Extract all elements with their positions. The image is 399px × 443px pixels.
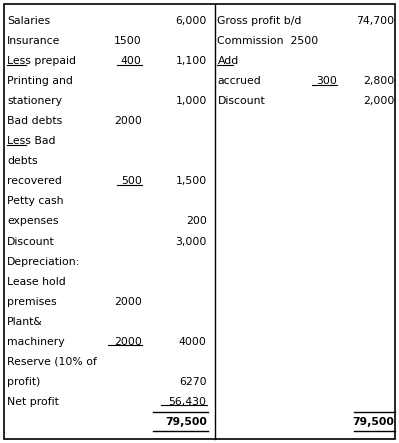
Text: 79,500: 79,500 <box>165 417 207 427</box>
Text: debts: debts <box>7 156 38 167</box>
Text: expenses: expenses <box>7 217 59 226</box>
Text: Less Bad: Less Bad <box>7 136 56 146</box>
Text: 56,430: 56,430 <box>169 397 207 407</box>
Text: 500: 500 <box>121 176 142 187</box>
Text: 2,800: 2,800 <box>363 76 394 86</box>
Text: accrued: accrued <box>217 76 261 86</box>
Text: Commission  2500: Commission 2500 <box>217 36 319 46</box>
Text: Reserve (10% of: Reserve (10% of <box>7 357 97 367</box>
Text: premises: premises <box>7 297 57 307</box>
Text: 2000: 2000 <box>114 117 142 126</box>
Text: Lease hold: Lease hold <box>7 276 66 287</box>
Text: Salaries: Salaries <box>7 16 50 26</box>
Text: machinery: machinery <box>7 337 65 347</box>
Text: recovered: recovered <box>7 176 62 187</box>
Text: Bad debts: Bad debts <box>7 117 62 126</box>
Text: 1500: 1500 <box>114 36 142 46</box>
Text: 6270: 6270 <box>179 377 207 387</box>
Text: Printing and: Printing and <box>7 76 73 86</box>
Text: Add: Add <box>217 56 239 66</box>
Text: 6,000: 6,000 <box>175 16 207 26</box>
Text: stationery: stationery <box>7 96 62 106</box>
Text: 79,500: 79,500 <box>352 417 394 427</box>
Text: 2000: 2000 <box>114 297 142 307</box>
Text: 74,700: 74,700 <box>356 16 394 26</box>
Text: Plant&: Plant& <box>7 317 43 326</box>
Text: 400: 400 <box>121 56 142 66</box>
Text: 4000: 4000 <box>179 337 207 347</box>
Text: 2,000: 2,000 <box>363 96 394 106</box>
Text: 3,000: 3,000 <box>175 237 207 247</box>
Text: Petty cash: Petty cash <box>7 196 64 206</box>
Text: Net profit: Net profit <box>7 397 59 407</box>
Text: 200: 200 <box>186 217 207 226</box>
Text: Discount: Discount <box>217 96 265 106</box>
Text: Less prepaid: Less prepaid <box>7 56 76 66</box>
Text: 1,000: 1,000 <box>175 96 207 106</box>
Text: profit): profit) <box>7 377 41 387</box>
Text: 1,100: 1,100 <box>176 56 207 66</box>
Text: 300: 300 <box>316 76 337 86</box>
Text: Depreciation:: Depreciation: <box>7 256 81 267</box>
Text: Gross profit b/d: Gross profit b/d <box>217 16 302 26</box>
Text: Discount: Discount <box>7 237 55 247</box>
Text: 2000: 2000 <box>114 337 142 347</box>
Text: Insurance: Insurance <box>7 36 61 46</box>
Text: 1,500: 1,500 <box>176 176 207 187</box>
